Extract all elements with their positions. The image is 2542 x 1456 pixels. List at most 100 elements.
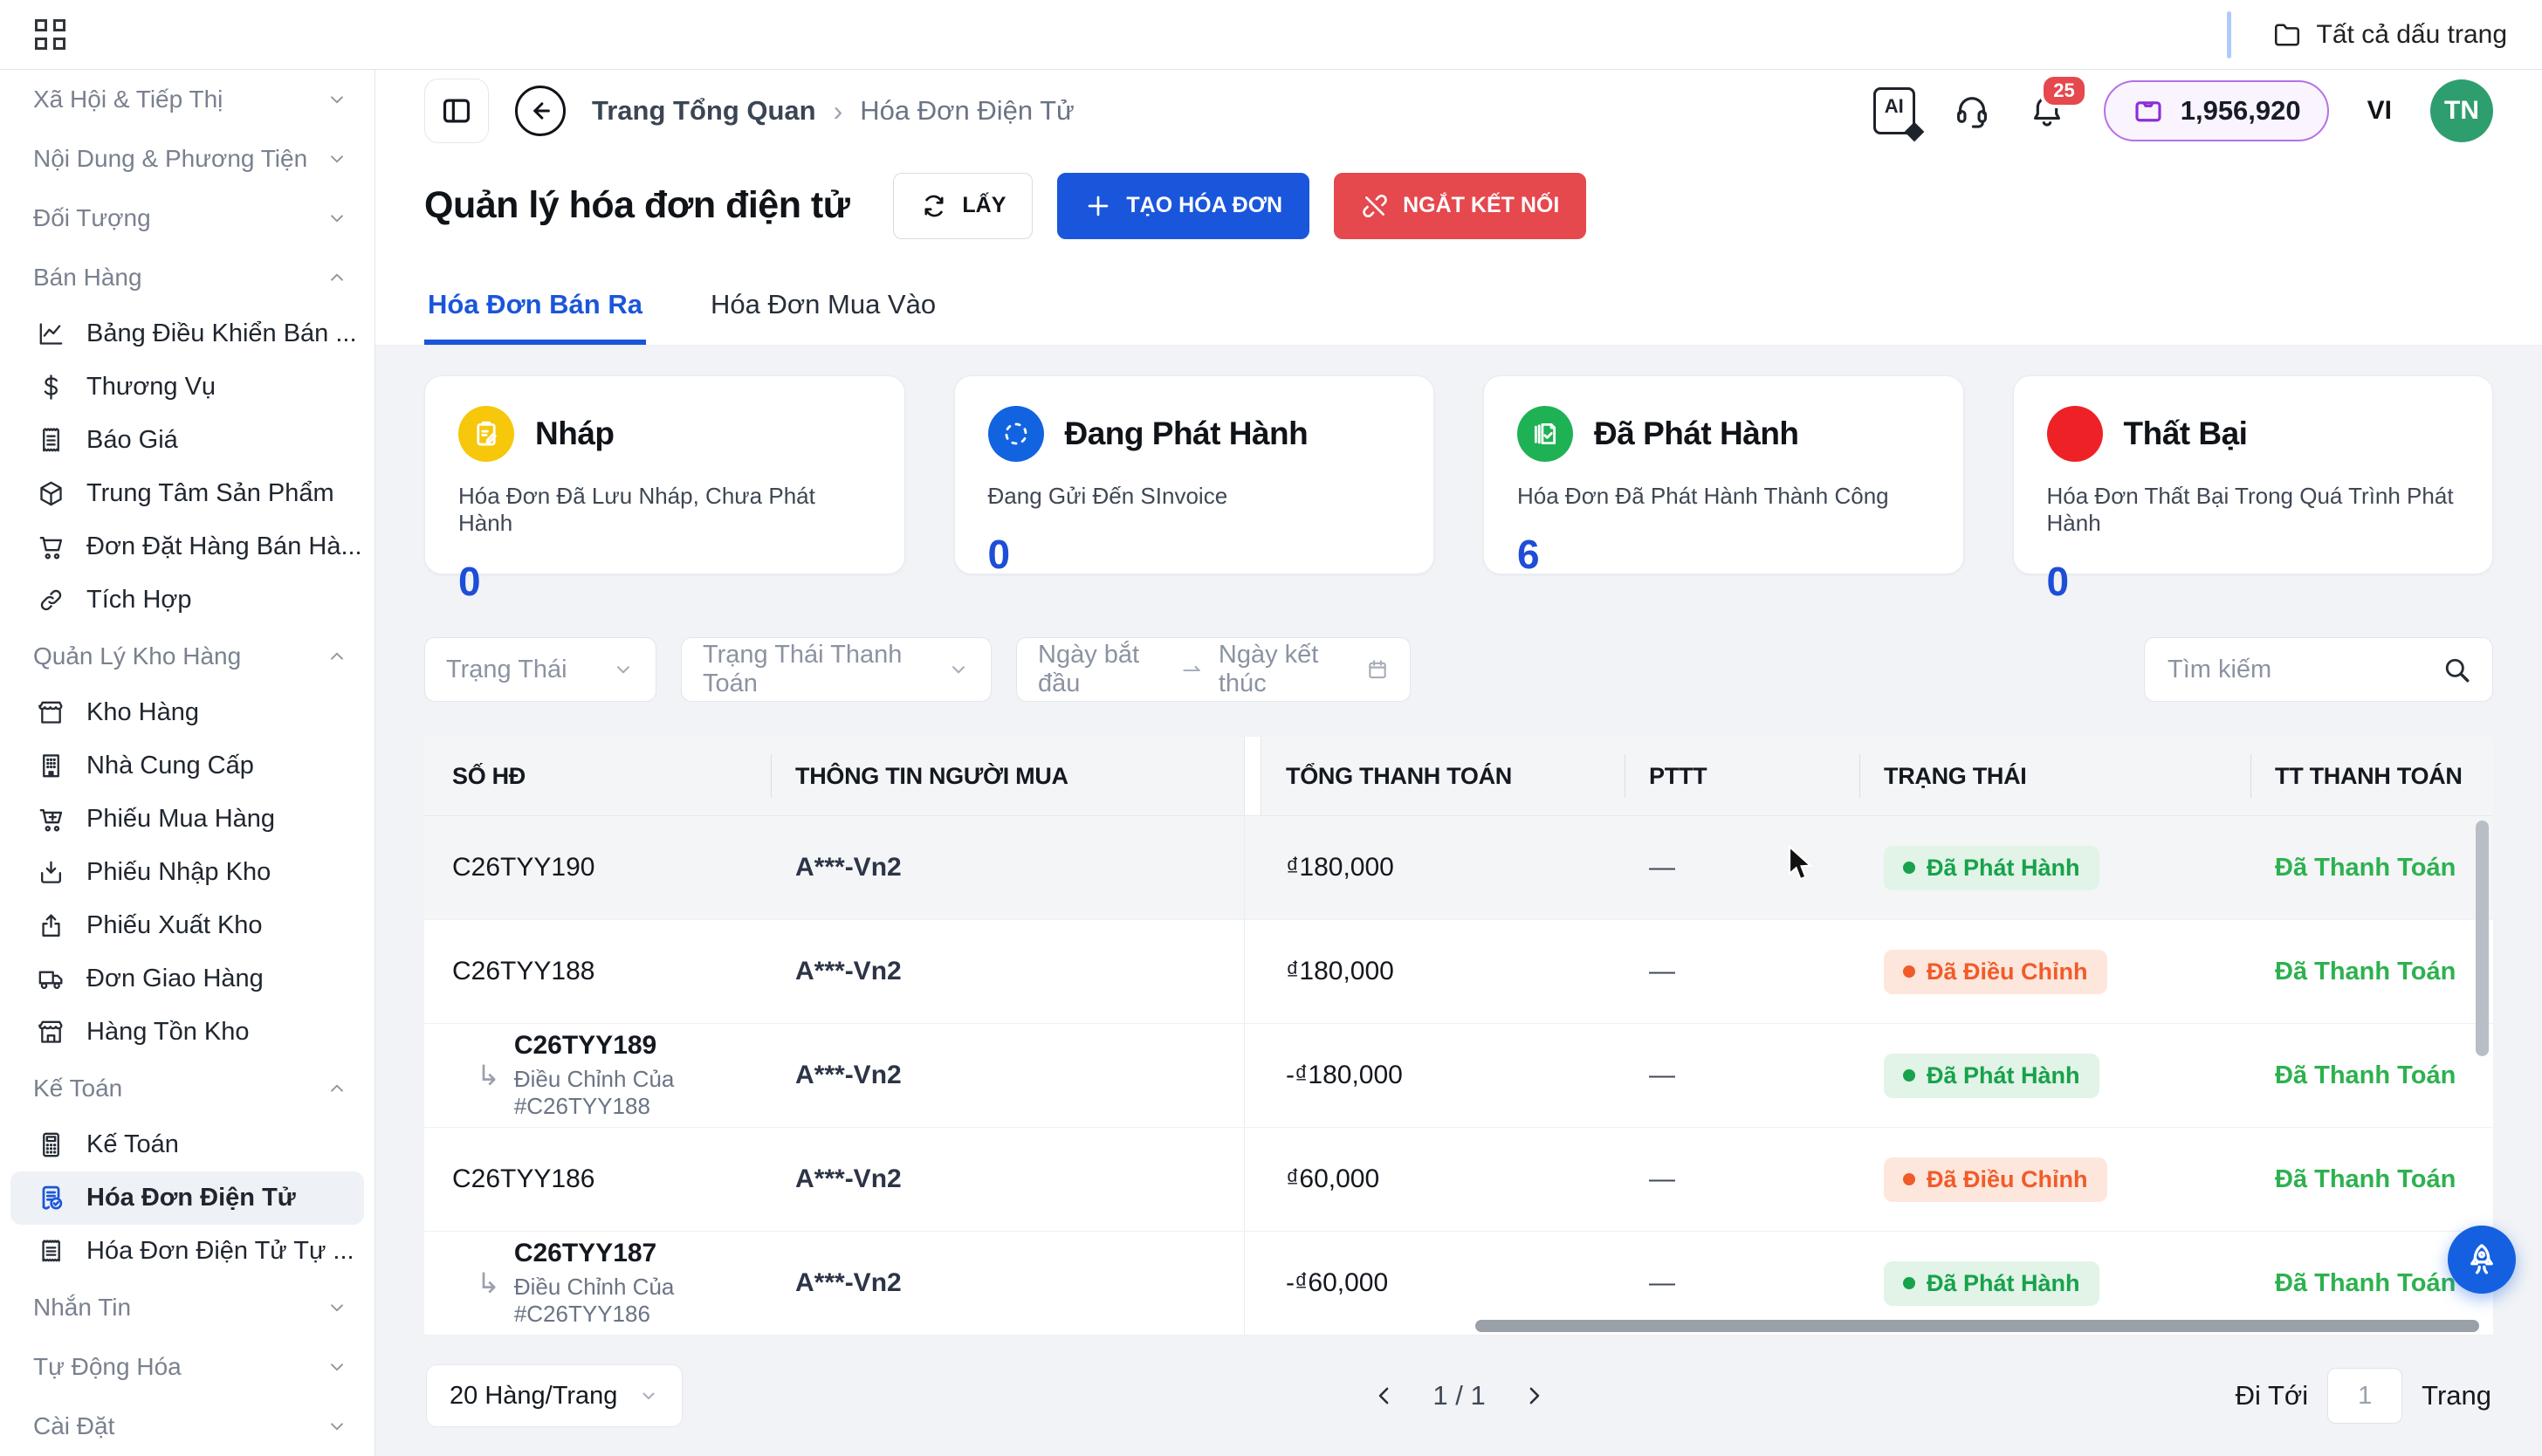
invoice-number[interactable]: C26TYY190 [452, 853, 594, 883]
page-indicator: 1 / 1 [1432, 1380, 1485, 1411]
column-payment-method[interactable]: PTTT [1625, 737, 1859, 815]
invoices-table: SỐ HĐ THÔNG TIN NGƯỜI MUA TỔNG THANH TOÁ… [424, 737, 2493, 1336]
table-row[interactable]: ↳ C26TYY189 Điều Chỉnh Của #C26TYY188 A*… [424, 1024, 2493, 1128]
goto-label: Đi Tới [2236, 1380, 2308, 1411]
table-row[interactable]: C26TYY190 A***-Vn2 ₫180,000 — Đã Phát Hà… [424, 816, 2493, 920]
stat-value: 0 [458, 558, 871, 605]
invoice-number[interactable]: C26TYY187 [514, 1239, 771, 1268]
sidebar-section-sales[interactable]: Bán Hàng [0, 248, 374, 307]
status-badge: Đã Điều Chỉnh [1884, 1157, 2107, 1202]
child-arrow-icon: ↳ [477, 1269, 500, 1297]
sidebar-item-einvoice[interactable]: Hóa Đơn Điện Tử [10, 1171, 364, 1225]
notification-badge: 25 [2040, 73, 2087, 108]
back-button[interactable] [515, 86, 566, 136]
ai-assistant-button[interactable]: AI [1873, 87, 1915, 134]
sparkle-icon [1904, 122, 1924, 142]
stat-card-draft[interactable]: Nháp Hóa Đơn Đã Lưu Nháp, Chưa Phát Hành… [424, 375, 905, 574]
avatar[interactable]: TN [2430, 79, 2493, 142]
bookmarks-divider [2227, 11, 2231, 58]
chevron-up-icon [326, 1077, 348, 1100]
language-switcher[interactable]: VI [2367, 96, 2392, 126]
sidebar-section-messaging[interactable]: Nhắn Tin [0, 1278, 374, 1337]
breadcrumb-parent[interactable]: Trang Tổng Quan [592, 95, 816, 127]
stat-value: 6 [1517, 531, 1930, 578]
payment-status: Đã Thanh Toán [2275, 1269, 2456, 1298]
date-range-picker[interactable]: Ngày bắt đầu ⇀ Ngày kết thúc [1016, 637, 1411, 702]
sidebar-item-accounting[interactable]: Kế Toán [10, 1118, 364, 1171]
notifications-button[interactable]: 25 [2029, 93, 2065, 129]
vertical-scrollbar[interactable] [2476, 821, 2489, 1056]
search-input[interactable] [2166, 655, 2431, 685]
sidebar-section-automation[interactable]: Tự Động Hóa [0, 1337, 374, 1397]
sidebar-item-label: Thương Vụ [86, 373, 216, 402]
search-box[interactable] [2144, 637, 2493, 702]
tray-up-icon [37, 911, 65, 940]
sidebar-item-stock[interactable]: Hàng Tồn Kho [10, 1006, 364, 1059]
sidebar-item-product-hub[interactable]: Trung Tâm Sản Phẩm [10, 467, 364, 520]
goto-page-input[interactable] [2327, 1368, 2402, 1424]
column-payment-status[interactable]: TT THANH TOÁN [2250, 737, 2493, 815]
sidebar-section-social[interactable]: Xã Hội & Tiếp Thị [0, 70, 374, 129]
sidebar-section-inventory[interactable]: Quản Lý Kho Hàng [0, 627, 374, 686]
create-invoice-label: TẠO HÓA ĐƠN [1126, 193, 1282, 218]
tray-down-icon [37, 858, 65, 887]
status-dot-icon [1903, 1173, 1915, 1185]
support-button[interactable] [1954, 93, 1990, 129]
child-arrow-icon: ↳ [477, 1061, 500, 1089]
column-total[interactable]: TỔNG THANH TOÁN [1261, 737, 1625, 815]
table-row[interactable]: C26TYY186 A***-Vn2 ₫60,000 — Đã Điều Chỉ… [424, 1128, 2493, 1232]
tab-sales-invoices[interactable]: Hóa Đơn Bán Ra [424, 277, 646, 345]
sidebar-section-settings[interactable]: Cài Đặt [0, 1397, 374, 1456]
table-row[interactable]: C26TYY188 A***-Vn2 ₫180,000 — Đã Điều Ch… [424, 920, 2493, 1024]
next-page-icon[interactable] [1521, 1383, 1547, 1409]
stat-card-sending[interactable]: Đang Phát Hành Đang Gửi Đến SInvoice 0 [954, 375, 1435, 574]
previous-page-icon[interactable] [1371, 1383, 1398, 1409]
invoice-number[interactable]: C26TYY189 [514, 1031, 771, 1061]
section-label: Kế Toán [33, 1075, 122, 1102]
stat-card-issued[interactable]: Đã Phát Hành Hóa Đơn Đã Phát Hành Thành … [1483, 375, 1964, 574]
sidebar-item-integrations[interactable]: Tích Hợp [10, 573, 364, 627]
sidebar-section-accounting[interactable]: Kế Toán [0, 1059, 374, 1118]
invoice-number[interactable]: C26TYY186 [452, 1164, 594, 1194]
column-buyer-info[interactable]: THÔNG TIN NGƯỜI MUA [771, 737, 1244, 815]
sidebar-item-sales-orders[interactable]: Đơn Đặt Hàng Bán Hà... [10, 520, 364, 573]
sidebar-section-audience[interactable]: Đối Tượng [0, 189, 374, 248]
sidebar-item-purchase-orders[interactable]: Phiếu Mua Hàng [10, 793, 364, 846]
sidebar-item-delivery-orders[interactable]: Đơn Giao Hàng [10, 952, 364, 1006]
all-bookmarks-button[interactable]: Tất cả dấu trang [2271, 19, 2507, 51]
launcher-fab-button[interactable] [2448, 1226, 2516, 1294]
payment-status-filter-select[interactable]: Trạng Thái Thanh Toán [681, 637, 992, 702]
tab-purchase-invoices[interactable]: Hóa Đơn Mua Vào [707, 277, 939, 345]
sidebar-item-goods-issue[interactable]: Phiếu Xuất Kho [10, 899, 364, 952]
sidebar-item-quotes[interactable]: Báo Giá [10, 414, 364, 467]
goto-suffix: Trang [2422, 1380, 2491, 1411]
sidebar-item-deals[interactable]: Thương Vụ [10, 361, 364, 414]
chevron-down-icon [326, 1415, 348, 1438]
invoice-number[interactable]: C26TYY188 [452, 957, 594, 986]
payment-method: — [1649, 853, 1675, 883]
sidebar-item-sales-dashboard[interactable]: Bảng Điều Khiển Bán ... [10, 307, 364, 361]
buyer-info: A***-Vn2 [795, 1268, 902, 1298]
payment-status: Đã Thanh Toán [2275, 854, 2456, 883]
stat-card-failed[interactable]: Thất Bại Hóa Đơn Thất Bại Trong Quá Trìn… [2013, 375, 2494, 574]
apps-grid-icon[interactable] [35, 19, 65, 50]
create-invoice-button[interactable]: TẠO HÓA ĐƠN [1057, 173, 1309, 239]
fetch-button[interactable]: LẤY [893, 173, 1033, 239]
search-icon[interactable] [2442, 655, 2471, 684]
sidebar-item-goods-receipt[interactable]: Phiếu Nhập Kho [10, 846, 364, 899]
status-filter-select[interactable]: Trạng Thái [424, 637, 656, 702]
sidebar-section-content[interactable]: Nội Dung & Phương Tiện [0, 129, 374, 189]
rows-per-page-select[interactable]: 20 Hàng/Trang [426, 1364, 683, 1427]
sidebar-item-einvoice-auto[interactable]: Hóa Đơn Điện Tử Tự ... [10, 1225, 364, 1278]
sidebar-item-suppliers[interactable]: Nhà Cung Cấp [10, 739, 364, 793]
stat-desc: Hóa Đơn Thất Bại Trong Quá Trình Phát Hà… [2047, 483, 2460, 537]
column-invoice-number[interactable]: SỐ HĐ [424, 737, 771, 815]
invoice-total: ₫60,000 [1286, 1164, 1379, 1194]
horizontal-scrollbar[interactable] [1475, 1320, 2479, 1332]
sidebar-item-warehouses[interactable]: Kho Hàng [10, 686, 364, 739]
credits-pill[interactable]: 1,956,920 [2104, 80, 2329, 141]
receipt-lines-icon [37, 1237, 65, 1266]
column-status[interactable]: TRẠNG THÁI [1859, 737, 2250, 815]
disconnect-button[interactable]: NGẮT KẾT NỐI [1334, 173, 1586, 239]
sidebar-toggle-button[interactable] [424, 79, 489, 143]
